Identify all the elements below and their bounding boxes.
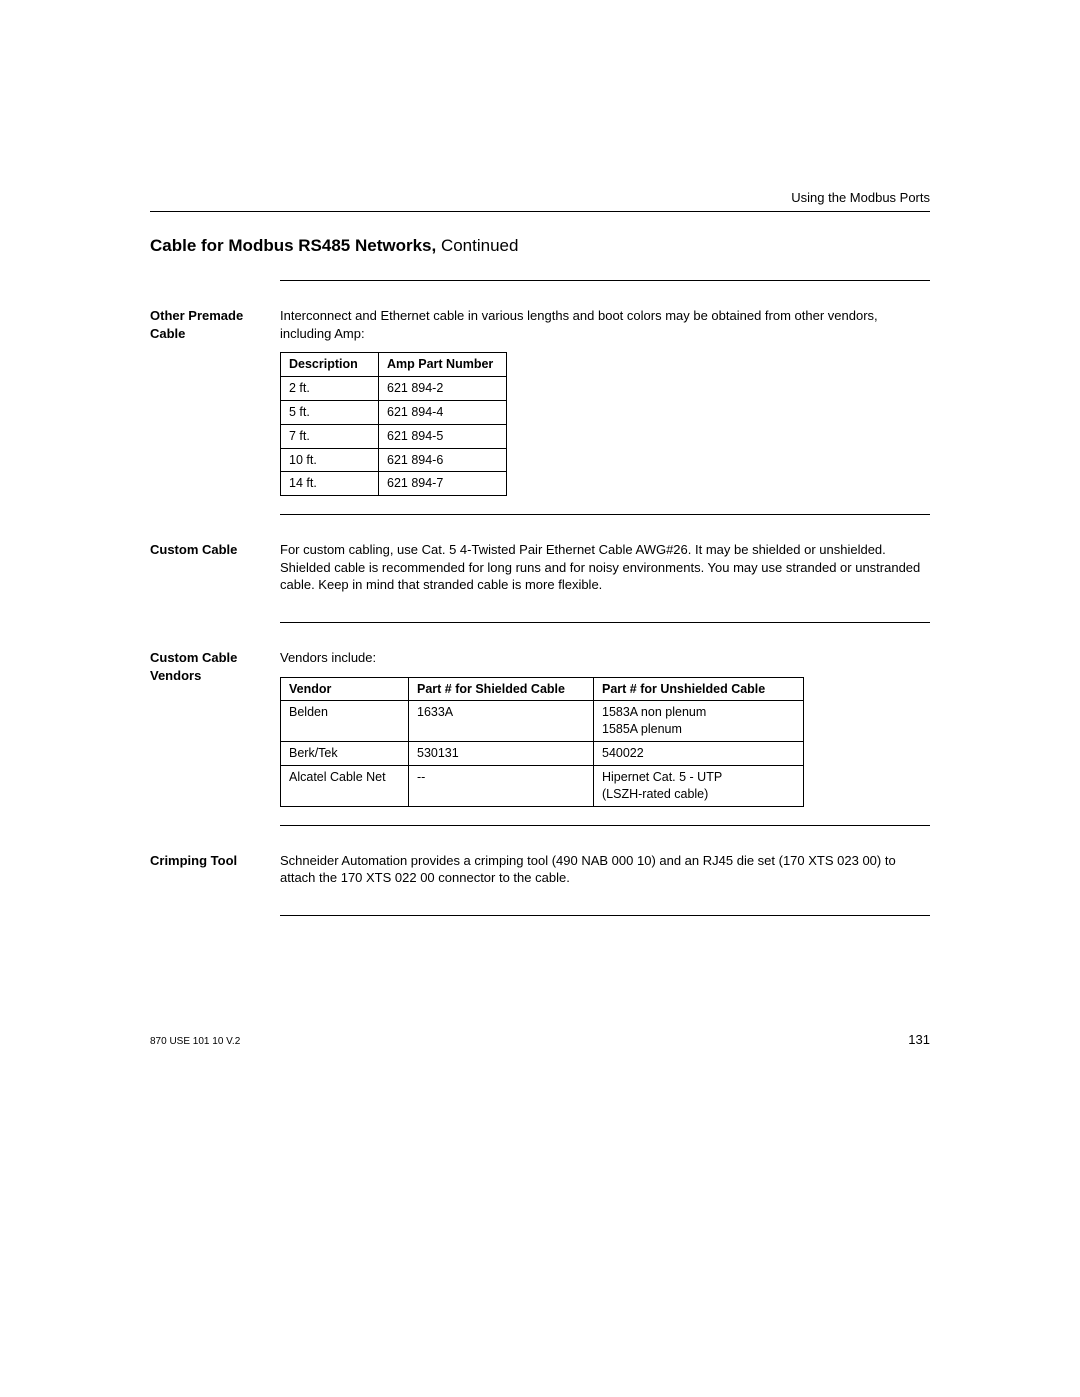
cell: 530131 [409,742,594,766]
cell: Hipernet Cat. 5 - UTP(LSZH-rated cable) [594,766,804,807]
col-header: Part # for Shielded Cable [409,677,594,701]
table-row: 7 ft. 621 894-5 [281,424,507,448]
title-bold: Cable for Modbus RS485 Networks, [150,236,441,255]
col-header: Vendor [281,677,409,701]
section-crimping-tool: Crimping Tool Schneider Automation provi… [150,852,930,897]
section-content: For custom cabling, use Cat. 5 4-Twisted… [280,541,930,604]
table-row: Alcatel Cable Net -- Hipernet Cat. 5 - U… [281,766,804,807]
cell: 621 894-5 [379,424,507,448]
cell: Alcatel Cable Net [281,766,409,807]
cell: 621 894-7 [379,472,507,496]
cell: 7 ft. [281,424,379,448]
cell: 1583A non plenum1585A plenum [594,701,804,742]
table-row: Berk/Tek 530131 540022 [281,742,804,766]
vendors-table: Vendor Part # for Shielded Cable Part # … [280,677,804,807]
section-content: Vendors include: Vendor Part # for Shiel… [280,649,930,807]
cell: 10 ft. [281,448,379,472]
section-content: Interconnect and Ethernet cable in vario… [280,307,930,496]
body-top-rule [280,280,930,281]
cell: 2 ft. [281,376,379,400]
section-rule [280,514,930,515]
section-label: Custom Cable Vendors [150,649,280,684]
page-title: Cable for Modbus RS485 Networks, Continu… [150,236,930,256]
table-row: 10 ft. 621 894-6 [281,448,507,472]
section-label: Other Premade Cable [150,307,280,342]
section-other-premade: Other Premade Cable Interconnect and Eth… [150,307,930,496]
col-header: Amp Part Number [379,353,507,377]
page-number: 131 [908,1032,930,1047]
body-text: For custom cabling, use Cat. 5 4-Twisted… [280,541,930,594]
table-row: Belden 1633A 1583A non plenum1585A plenu… [281,701,804,742]
section-label: Custom Cable [150,541,280,559]
intro-text: Interconnect and Ethernet cable in vario… [280,307,930,342]
page-footer: 870 USE 101 10 V.2 131 [150,1032,930,1047]
cell: 1633A [409,701,594,742]
col-header: Description [281,353,379,377]
amp-parts-table: Description Amp Part Number 2 ft. 621 89… [280,352,507,496]
section-rule [280,825,930,826]
table-row: 5 ft. 621 894-4 [281,400,507,424]
section-custom-vendors: Custom Cable Vendors Vendors include: Ve… [150,649,930,807]
title-continued: Continued [441,236,519,255]
cell: 540022 [594,742,804,766]
intro-text: Vendors include: [280,649,930,667]
cell: -- [409,766,594,807]
header-rule [150,211,930,212]
doc-reference: 870 USE 101 10 V.2 [150,1036,240,1047]
section-custom-cable: Custom Cable For custom cabling, use Cat… [150,541,930,604]
running-head: Using the Modbus Ports [150,190,930,205]
section-label: Crimping Tool [150,852,280,870]
cell: Berk/Tek [281,742,409,766]
table-row: 2 ft. 621 894-2 [281,376,507,400]
body-text: Schneider Automation provides a crimping… [280,852,930,887]
cell: 621 894-4 [379,400,507,424]
cell: 621 894-6 [379,448,507,472]
col-header: Part # for Unshielded Cable [594,677,804,701]
table-row: 14 ft. 621 894-7 [281,472,507,496]
section-rule [280,915,930,916]
cell: 5 ft. [281,400,379,424]
cell: 621 894-2 [379,376,507,400]
section-rule [280,622,930,623]
cell: 14 ft. [281,472,379,496]
page: Using the Modbus Ports Cable for Modbus … [0,0,1080,1397]
section-content: Schneider Automation provides a crimping… [280,852,930,897]
cell: Belden [281,701,409,742]
